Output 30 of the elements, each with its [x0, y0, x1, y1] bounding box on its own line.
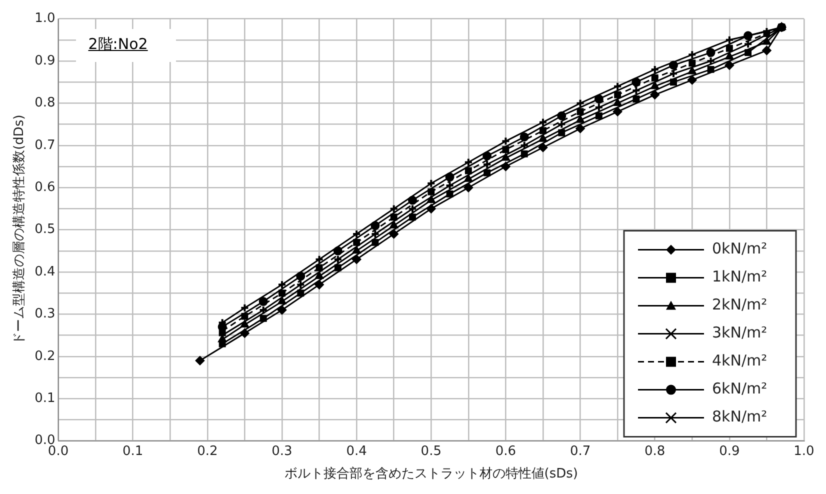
x-tick-label: 1.0: [794, 444, 814, 459]
legend-label: 6kN/m²: [712, 380, 768, 398]
legend-label: 1kN/m²: [712, 268, 768, 286]
legend-label: 8kN/m²: [712, 408, 768, 426]
legend-label: 4kN/m²: [712, 352, 768, 370]
x-tick-label: 0.5: [420, 444, 442, 459]
x-tick-label: 0.7: [570, 444, 591, 459]
y-tick-label: 0.6: [34, 180, 56, 195]
y-axis-title: ドーム型構造の層の構造特性係数(dDs): [12, 114, 28, 345]
y-tick-label: 0.5: [34, 222, 56, 238]
legend-label: 3kN/m²: [712, 324, 768, 342]
y-tick-label: 0.4: [34, 264, 56, 280]
x-tick-label: 0.1: [122, 444, 144, 459]
legend-label: 0kN/m²: [712, 240, 768, 258]
x-tick-label: 0.3: [272, 444, 292, 459]
x-axis-title: ボルト接合部を含めたストラット材の特性値(sDs): [284, 466, 578, 482]
y-tick-label: 0.2: [34, 348, 56, 364]
x-tick-label: 0.2: [197, 444, 218, 459]
annotation: 2階:No2: [76, 28, 176, 62]
y-tick-label: 1.0: [34, 11, 56, 26]
y-tick-label: 0.3: [34, 306, 56, 322]
y-tick-label: 0.1: [34, 390, 56, 406]
legend-label: 2kN/m²: [712, 296, 768, 314]
y-tick-label: 0.9: [34, 53, 56, 68]
x-tick-label: 0.6: [495, 444, 516, 459]
x-tick-label: 0.8: [644, 444, 666, 459]
y-tick-label: 0.8: [34, 96, 56, 111]
x-tick-label: 0.9: [719, 444, 740, 459]
x-tick-label: 0.4: [346, 444, 367, 459]
y-tick-label: 0.7: [34, 138, 56, 153]
